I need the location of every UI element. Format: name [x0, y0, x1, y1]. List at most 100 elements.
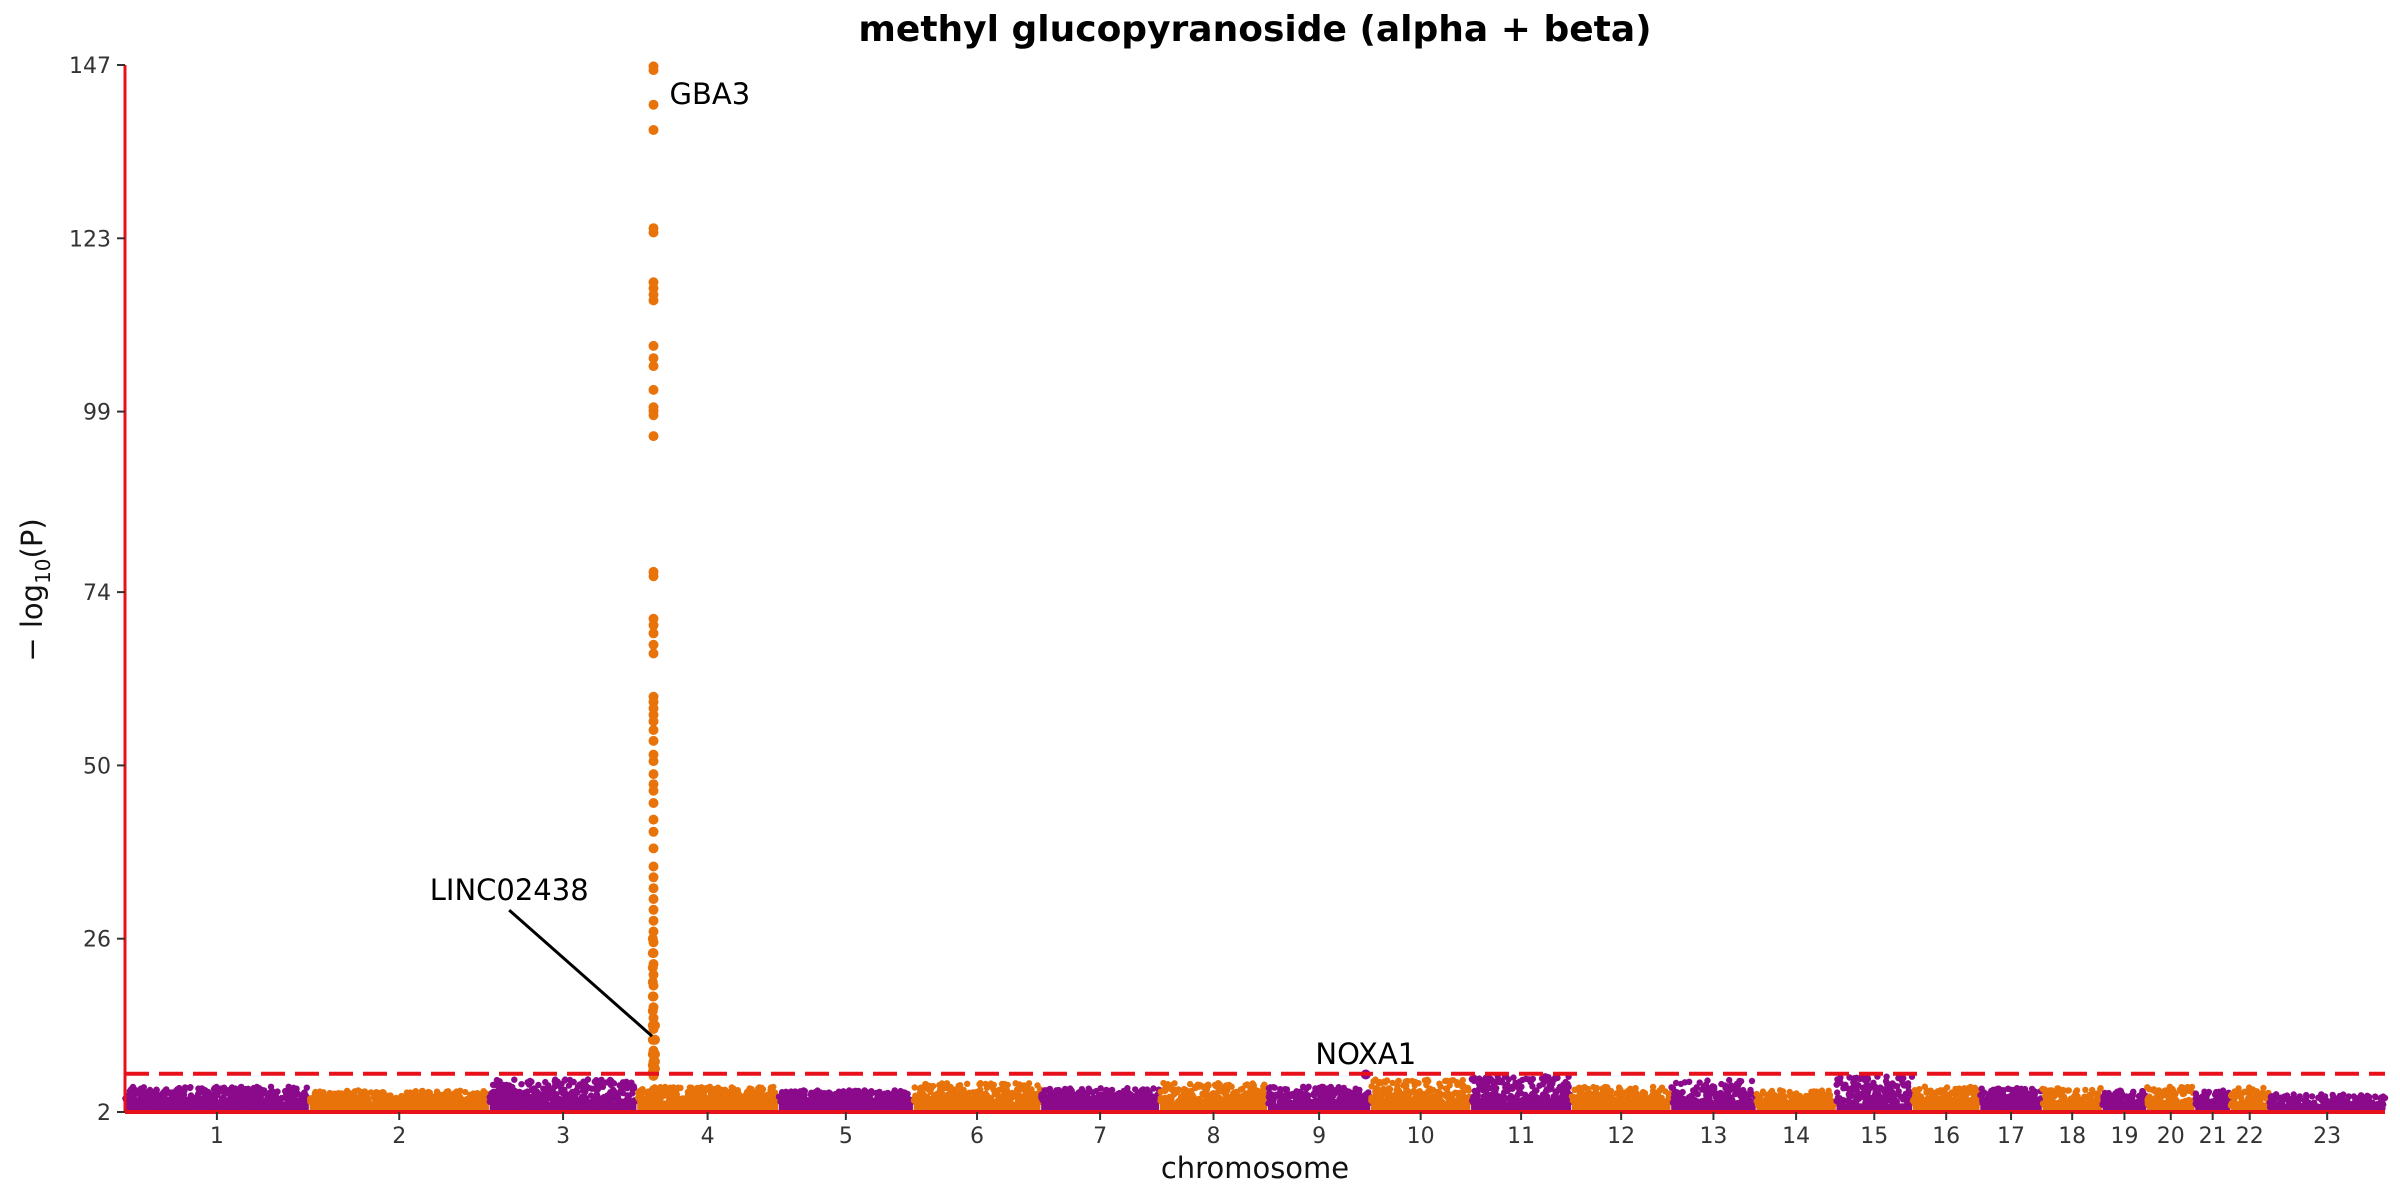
snp-point	[1686, 1078, 1693, 1086]
snp-point	[919, 1089, 926, 1096]
snp-point	[220, 1093, 227, 1101]
snp-point	[269, 1088, 276, 1095]
snp-point	[434, 1097, 441, 1104]
snp-point	[509, 1087, 517, 1094]
snp-point	[897, 1087, 904, 1095]
snp-point	[454, 1089, 462, 1096]
snp-point	[1757, 1100, 1765, 1108]
snp-band	[309, 1101, 489, 1112]
snp-point	[238, 1088, 245, 1095]
snp-point	[1273, 1091, 1280, 1098]
snp-point	[1313, 1086, 1321, 1094]
snp-point	[1136, 1092, 1143, 1099]
snp-point	[610, 1080, 618, 1087]
snp-point	[503, 1087, 510, 1095]
snp-band	[125, 1101, 309, 1112]
peak-point	[648, 125, 659, 135]
snp-point	[1920, 1100, 1927, 1108]
snp-point	[239, 1095, 246, 1102]
snp-point	[1437, 1083, 1444, 1090]
snp-point	[2118, 1090, 2126, 1098]
snp-point	[256, 1098, 263, 1106]
snp-point	[1682, 1099, 1689, 1106]
snp-point	[584, 1076, 592, 1083]
chromosome-23-points	[2266, 1091, 2389, 1113]
chart-title: methyl glucopyranoside (alpha + beta)	[858, 9, 1651, 50]
snp-point	[734, 1097, 742, 1104]
snp-point	[140, 1084, 147, 1091]
snp-point	[1412, 1078, 1419, 1086]
snp-point	[1733, 1100, 1741, 1107]
snp-point	[531, 1090, 538, 1097]
snp-point	[1175, 1086, 1182, 1093]
snp-point	[939, 1094, 946, 1101]
snp-point	[215, 1088, 222, 1095]
snp-point	[866, 1090, 873, 1097]
snp-point	[1401, 1081, 1408, 1088]
snp-point	[1575, 1084, 1583, 1091]
snp-point	[524, 1079, 531, 1086]
snp-point	[1257, 1093, 1265, 1100]
snp-point	[1284, 1100, 1291, 1107]
snp-point	[1078, 1087, 1086, 1094]
snp-point	[685, 1089, 692, 1096]
snp-point	[1233, 1092, 1241, 1099]
snp-point	[973, 1090, 980, 1097]
snp-point	[220, 1098, 227, 1105]
snp-point	[1061, 1089, 1069, 1096]
snp-point	[603, 1079, 610, 1086]
snp-point	[730, 1085, 737, 1092]
snp-point	[1296, 1093, 1304, 1101]
snp-point	[511, 1076, 518, 1083]
snp-point	[2246, 1091, 2253, 1098]
peak-point	[648, 756, 659, 767]
snp-point	[1152, 1093, 1159, 1100]
peak-point	[650, 1020, 660, 1031]
snp-point	[1726, 1098, 1734, 1106]
peak-point	[647, 948, 658, 959]
snp-point	[579, 1087, 587, 1094]
snp-point	[1042, 1096, 1049, 1104]
snp-point	[1649, 1092, 1656, 1099]
snp-point	[1207, 1095, 1214, 1103]
chromosome-10-points	[1368, 1076, 1474, 1112]
snp-point	[1677, 1080, 1685, 1088]
snp-point	[1590, 1083, 1597, 1091]
peak-chromosome-4	[648, 61, 659, 1081]
snp-point	[486, 1098, 494, 1106]
snp-point	[1787, 1093, 1795, 1101]
snp-point	[575, 1098, 583, 1105]
snp-point	[376, 1090, 383, 1097]
snp-point	[1245, 1096, 1252, 1104]
snp-point	[1904, 1083, 1912, 1090]
snp-point	[1384, 1092, 1391, 1099]
chromosome-21-points	[2192, 1087, 2234, 1112]
snp-point	[1522, 1075, 1530, 1083]
snp-point	[2041, 1093, 2049, 1100]
snp-point	[1878, 1094, 1885, 1101]
snp-point	[1160, 1079, 1167, 1087]
snp-point	[617, 1098, 624, 1105]
snp-point	[2073, 1087, 2081, 1094]
snp-point	[362, 1098, 369, 1105]
snp-point	[172, 1087, 179, 1095]
snp-point	[1361, 1097, 1368, 1104]
snp-point	[670, 1096, 678, 1104]
snp-point	[449, 1091, 456, 1098]
snp-point	[2132, 1100, 2139, 1108]
snp-point	[2308, 1093, 2316, 1100]
snp-point	[1085, 1096, 1092, 1104]
snp-point	[559, 1090, 566, 1097]
snp-band	[778, 1101, 913, 1112]
snp-point	[1320, 1088, 1327, 1095]
snp-point	[498, 1087, 505, 1095]
snp-point	[1883, 1080, 1891, 1088]
snp-point	[1192, 1083, 1199, 1091]
snp-point	[2303, 1091, 2310, 1099]
snp-point	[1162, 1087, 1169, 1094]
snp-point	[722, 1091, 730, 1098]
snp-point	[1395, 1077, 1402, 1085]
snp-point	[1717, 1100, 1724, 1107]
y-tick-label: 147	[69, 54, 111, 79]
snp-point	[1732, 1087, 1739, 1094]
